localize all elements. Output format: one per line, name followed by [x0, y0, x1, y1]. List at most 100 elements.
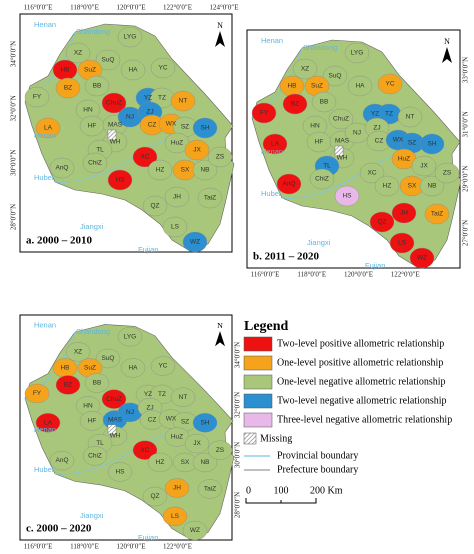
region	[95, 348, 121, 369]
north-label: N	[217, 321, 223, 330]
region	[55, 375, 81, 395]
region	[377, 73, 403, 95]
region-label: LS	[171, 513, 179, 520]
region	[24, 383, 50, 404]
region-label: CZ	[148, 122, 157, 129]
region	[197, 187, 223, 209]
region-label: BB	[93, 83, 102, 90]
region-label: WH	[337, 155, 348, 162]
region-label: WZ	[190, 239, 200, 246]
region-label: HZ	[383, 183, 392, 190]
region-label: JX	[420, 163, 428, 170]
region-label: SZ	[408, 140, 416, 147]
region	[334, 185, 360, 207]
longitude-label: 118°0′0″E	[70, 543, 99, 551]
region	[95, 49, 121, 71]
region-label: ZJ	[373, 125, 380, 132]
region-label: YC	[158, 65, 167, 72]
region-label: JX	[193, 440, 201, 447]
region-label: LA	[44, 125, 53, 132]
panel-caption: a. 2000 – 2010	[26, 235, 93, 247]
longitude-label: 124°0′0″E	[209, 4, 238, 12]
region	[147, 452, 173, 473]
legend-title: Legend	[244, 319, 289, 334]
region	[184, 433, 210, 454]
region	[192, 452, 218, 473]
region-label: SX	[181, 167, 190, 174]
region-label: HZ	[156, 459, 165, 466]
region-label: TL	[323, 163, 331, 170]
latitude-label: 34°0′0″N	[234, 342, 242, 368]
scale-label: 200 Km	[310, 485, 343, 496]
region-label: NT	[179, 98, 188, 105]
place-label: Fujian	[365, 261, 385, 270]
region-label: HB	[60, 365, 69, 372]
region	[82, 446, 108, 466]
region-label: ChiZ	[88, 160, 102, 167]
region-label: ZJ	[146, 404, 153, 411]
panel-caption: b. 2011 – 2020	[253, 251, 320, 263]
longitude-label: 120°0′0″E	[116, 4, 145, 12]
place-label: Shandong	[76, 27, 110, 36]
region-label: HN	[310, 123, 320, 130]
caption-bg	[22, 520, 134, 536]
missing-area	[107, 424, 117, 435]
region	[276, 173, 302, 195]
region	[282, 93, 308, 115]
region	[197, 479, 223, 499]
region-label: SuQ	[101, 57, 114, 64]
region	[101, 92, 127, 114]
region	[374, 175, 400, 197]
region-label: QZ	[150, 493, 159, 500]
latitude-label: 29°0′0″N	[462, 166, 470, 192]
region	[84, 373, 110, 393]
region-label: YC	[385, 81, 394, 88]
region-label: HS	[115, 177, 125, 184]
scale-label: 100	[274, 485, 289, 496]
region-label: SZ	[181, 419, 189, 426]
region	[309, 168, 335, 190]
region-label: WX	[393, 137, 404, 144]
region	[142, 486, 168, 507]
region-label: LA	[44, 420, 53, 427]
region-label: CZ	[375, 138, 384, 145]
region-label: BZ	[64, 85, 72, 92]
region-label: WH	[110, 139, 121, 146]
region-label: SX	[181, 459, 190, 466]
longitude-label: 118°0′0″E	[70, 4, 99, 12]
region-label: TaiZ	[204, 486, 216, 493]
place-label: Jiangxi	[80, 222, 104, 231]
latitude-label: 33°0′0″N	[462, 57, 470, 83]
region	[184, 139, 210, 161]
region	[391, 202, 417, 224]
region	[192, 159, 218, 181]
region-label: SuZ	[84, 67, 96, 74]
region-label: WH	[110, 433, 121, 440]
region-label: WZ	[190, 527, 200, 534]
region	[328, 108, 354, 130]
region-label: ZS	[216, 154, 225, 161]
region-label: HA	[128, 365, 138, 372]
legend-label: Two-level positive allometric relationsh…	[277, 338, 444, 349]
missing-area	[334, 145, 344, 157]
region-label: SuZ	[84, 365, 96, 372]
region	[107, 169, 133, 191]
region	[424, 203, 450, 225]
region-label: HB	[287, 83, 296, 90]
region	[132, 146, 158, 168]
region-label: YZ	[144, 391, 152, 398]
region-label: XZ	[74, 349, 82, 356]
region	[434, 162, 460, 184]
legend-swatch	[243, 355, 273, 371]
region	[117, 327, 143, 347]
region	[170, 90, 196, 112]
region	[207, 440, 233, 460]
legend-label: Two-level negative allometric relationsh…	[277, 395, 447, 406]
legend-label: One-level negative allometric relationsh…	[277, 376, 446, 387]
region-label: HS	[115, 469, 124, 476]
place-label: Henan	[261, 147, 283, 156]
north-arrow	[215, 331, 225, 347]
scale-bar	[245, 498, 317, 504]
region-label: CZ	[148, 417, 157, 424]
region	[35, 413, 61, 433]
